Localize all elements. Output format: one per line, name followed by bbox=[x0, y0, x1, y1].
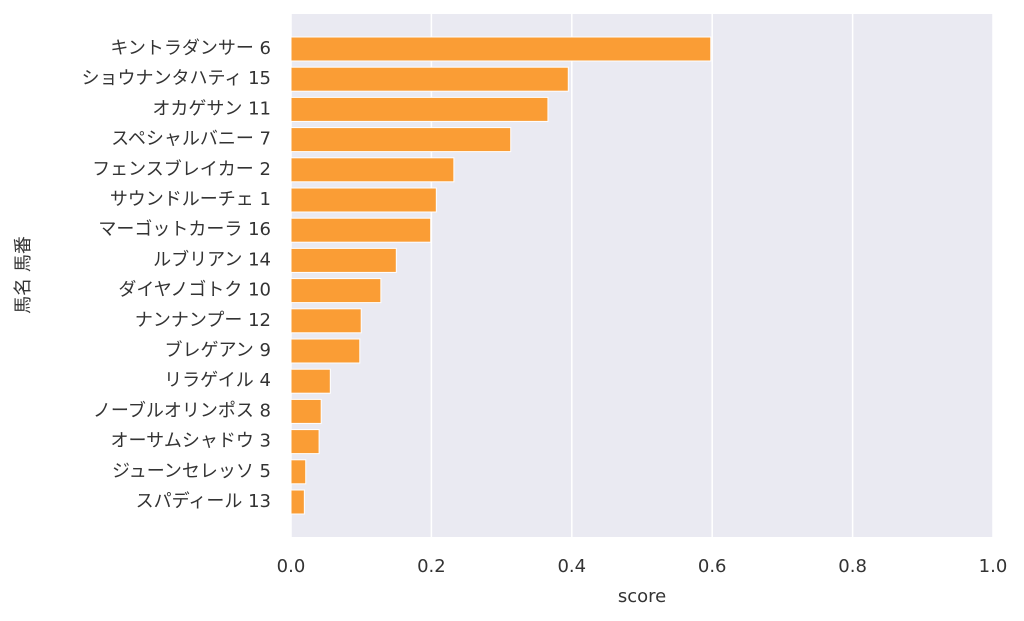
bar bbox=[290, 368, 331, 394]
bar bbox=[290, 96, 549, 122]
y-tick-label: マーゴットカーラ 16 bbox=[98, 219, 271, 240]
x-tick-label: 1.0 bbox=[979, 556, 1008, 577]
y-axis-label: 馬名 馬番 bbox=[13, 236, 34, 314]
bar bbox=[290, 398, 322, 424]
y-tick-label: ショウナンタハティ 15 bbox=[81, 68, 271, 89]
bar bbox=[290, 187, 437, 213]
y-tick-label: リラゲイル 4 bbox=[164, 370, 271, 391]
x-tick-label: 0.8 bbox=[838, 556, 867, 577]
x-tick-label: 0.6 bbox=[698, 556, 727, 577]
y-tick-label: スパディール 13 bbox=[136, 491, 271, 512]
y-tick-label: オカゲサン 11 bbox=[152, 98, 271, 119]
y-tick-label: ノーブルオリンポス 8 bbox=[93, 399, 271, 421]
y-tick-label: ジューンセレッソ 5 bbox=[112, 461, 271, 482]
y-tick-label: ブレゲアン 9 bbox=[165, 339, 271, 361]
x-tick-label: 0.2 bbox=[417, 556, 446, 577]
x-axis-label: score bbox=[618, 586, 666, 607]
bar bbox=[290, 278, 382, 304]
y-tick-label: スペシャルバニー 7 bbox=[111, 129, 271, 150]
bar bbox=[290, 459, 307, 485]
bar bbox=[290, 247, 397, 273]
x-tick-label: 0.0 bbox=[277, 556, 306, 577]
x-tick-label: 0.4 bbox=[557, 556, 586, 577]
bar bbox=[290, 127, 512, 153]
bar bbox=[290, 217, 432, 243]
bar bbox=[290, 157, 455, 183]
bar bbox=[290, 489, 305, 515]
y-tick-label: オーサムシャドウ 3 bbox=[111, 431, 271, 452]
bar bbox=[290, 338, 361, 364]
bar bbox=[290, 308, 362, 334]
y-tick-label: キントラダンサー 6 bbox=[110, 38, 271, 59]
y-tick-label: ダイヤノゴトク 10 bbox=[118, 280, 271, 301]
bar bbox=[290, 429, 320, 455]
y-tick-label: ルブリアン 14 bbox=[153, 248, 271, 270]
y-tick-label: サウンドルーチェ 1 bbox=[110, 189, 271, 210]
bar bbox=[290, 36, 712, 62]
y-tick-label: ナンナンプー 12 bbox=[135, 310, 271, 331]
y-tick-label: フェンスブレイカー 2 bbox=[92, 158, 271, 180]
bar bbox=[290, 66, 569, 92]
plot-area bbox=[291, 14, 993, 537]
